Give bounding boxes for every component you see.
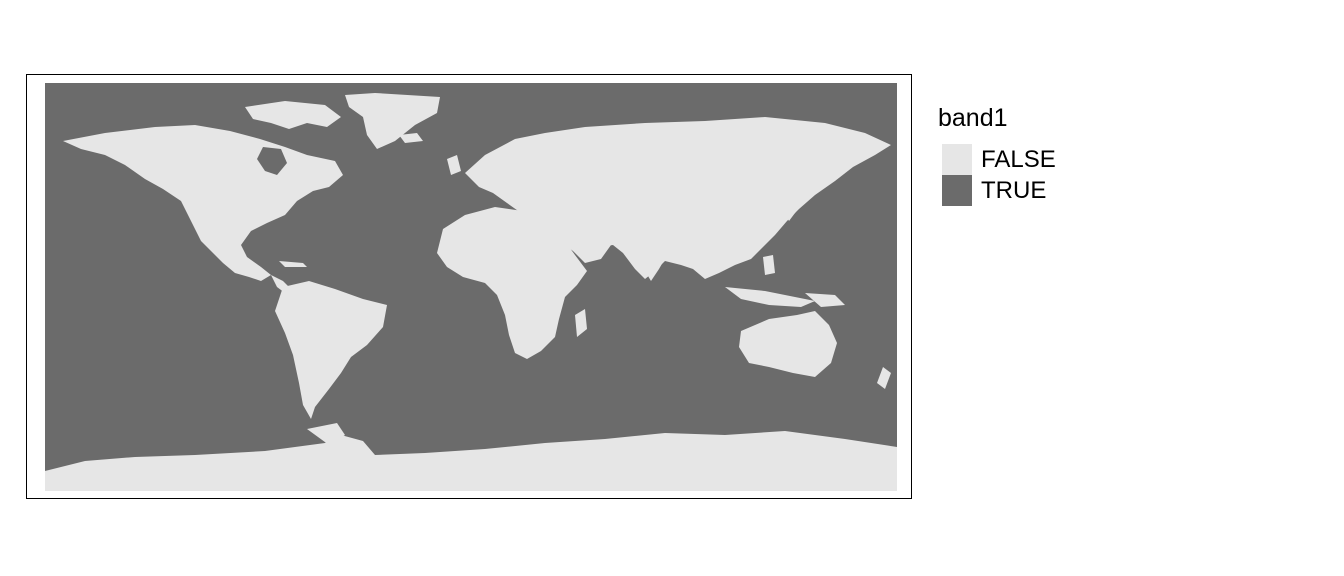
legend-swatch-true: [942, 175, 972, 206]
greenland: [345, 93, 440, 149]
india: [635, 241, 667, 281]
legend-swatch-false: [942, 144, 972, 175]
legend-title: band1: [938, 104, 1008, 132]
arctic-archipelago: [245, 101, 341, 129]
iceland: [399, 133, 423, 143]
indonesia: [725, 287, 815, 307]
antarctica: [45, 431, 897, 491]
south-america: [275, 281, 387, 419]
africa: [437, 207, 587, 359]
madagascar: [575, 309, 587, 337]
uk: [447, 155, 461, 175]
australia: [739, 311, 837, 377]
land-areas: [45, 93, 897, 491]
world-raster-map: [45, 83, 897, 491]
japan: [781, 195, 801, 221]
new-zealand: [877, 367, 891, 389]
new-guinea: [805, 293, 845, 307]
antarctic-peninsula: [307, 423, 345, 445]
legend-label-true: TRUE: [981, 177, 1047, 204]
philippines: [763, 255, 775, 275]
legend-label-false: FALSE: [981, 146, 1056, 173]
legend-item-false: FALSE: [938, 144, 1056, 175]
map-legend: band1 FALSE TRUE: [938, 104, 1056, 206]
hudson-bay: [257, 147, 287, 175]
arabia: [565, 229, 611, 263]
map-panel: [26, 74, 912, 499]
cuba: [279, 261, 307, 267]
legend-item-true: TRUE: [938, 175, 1056, 206]
